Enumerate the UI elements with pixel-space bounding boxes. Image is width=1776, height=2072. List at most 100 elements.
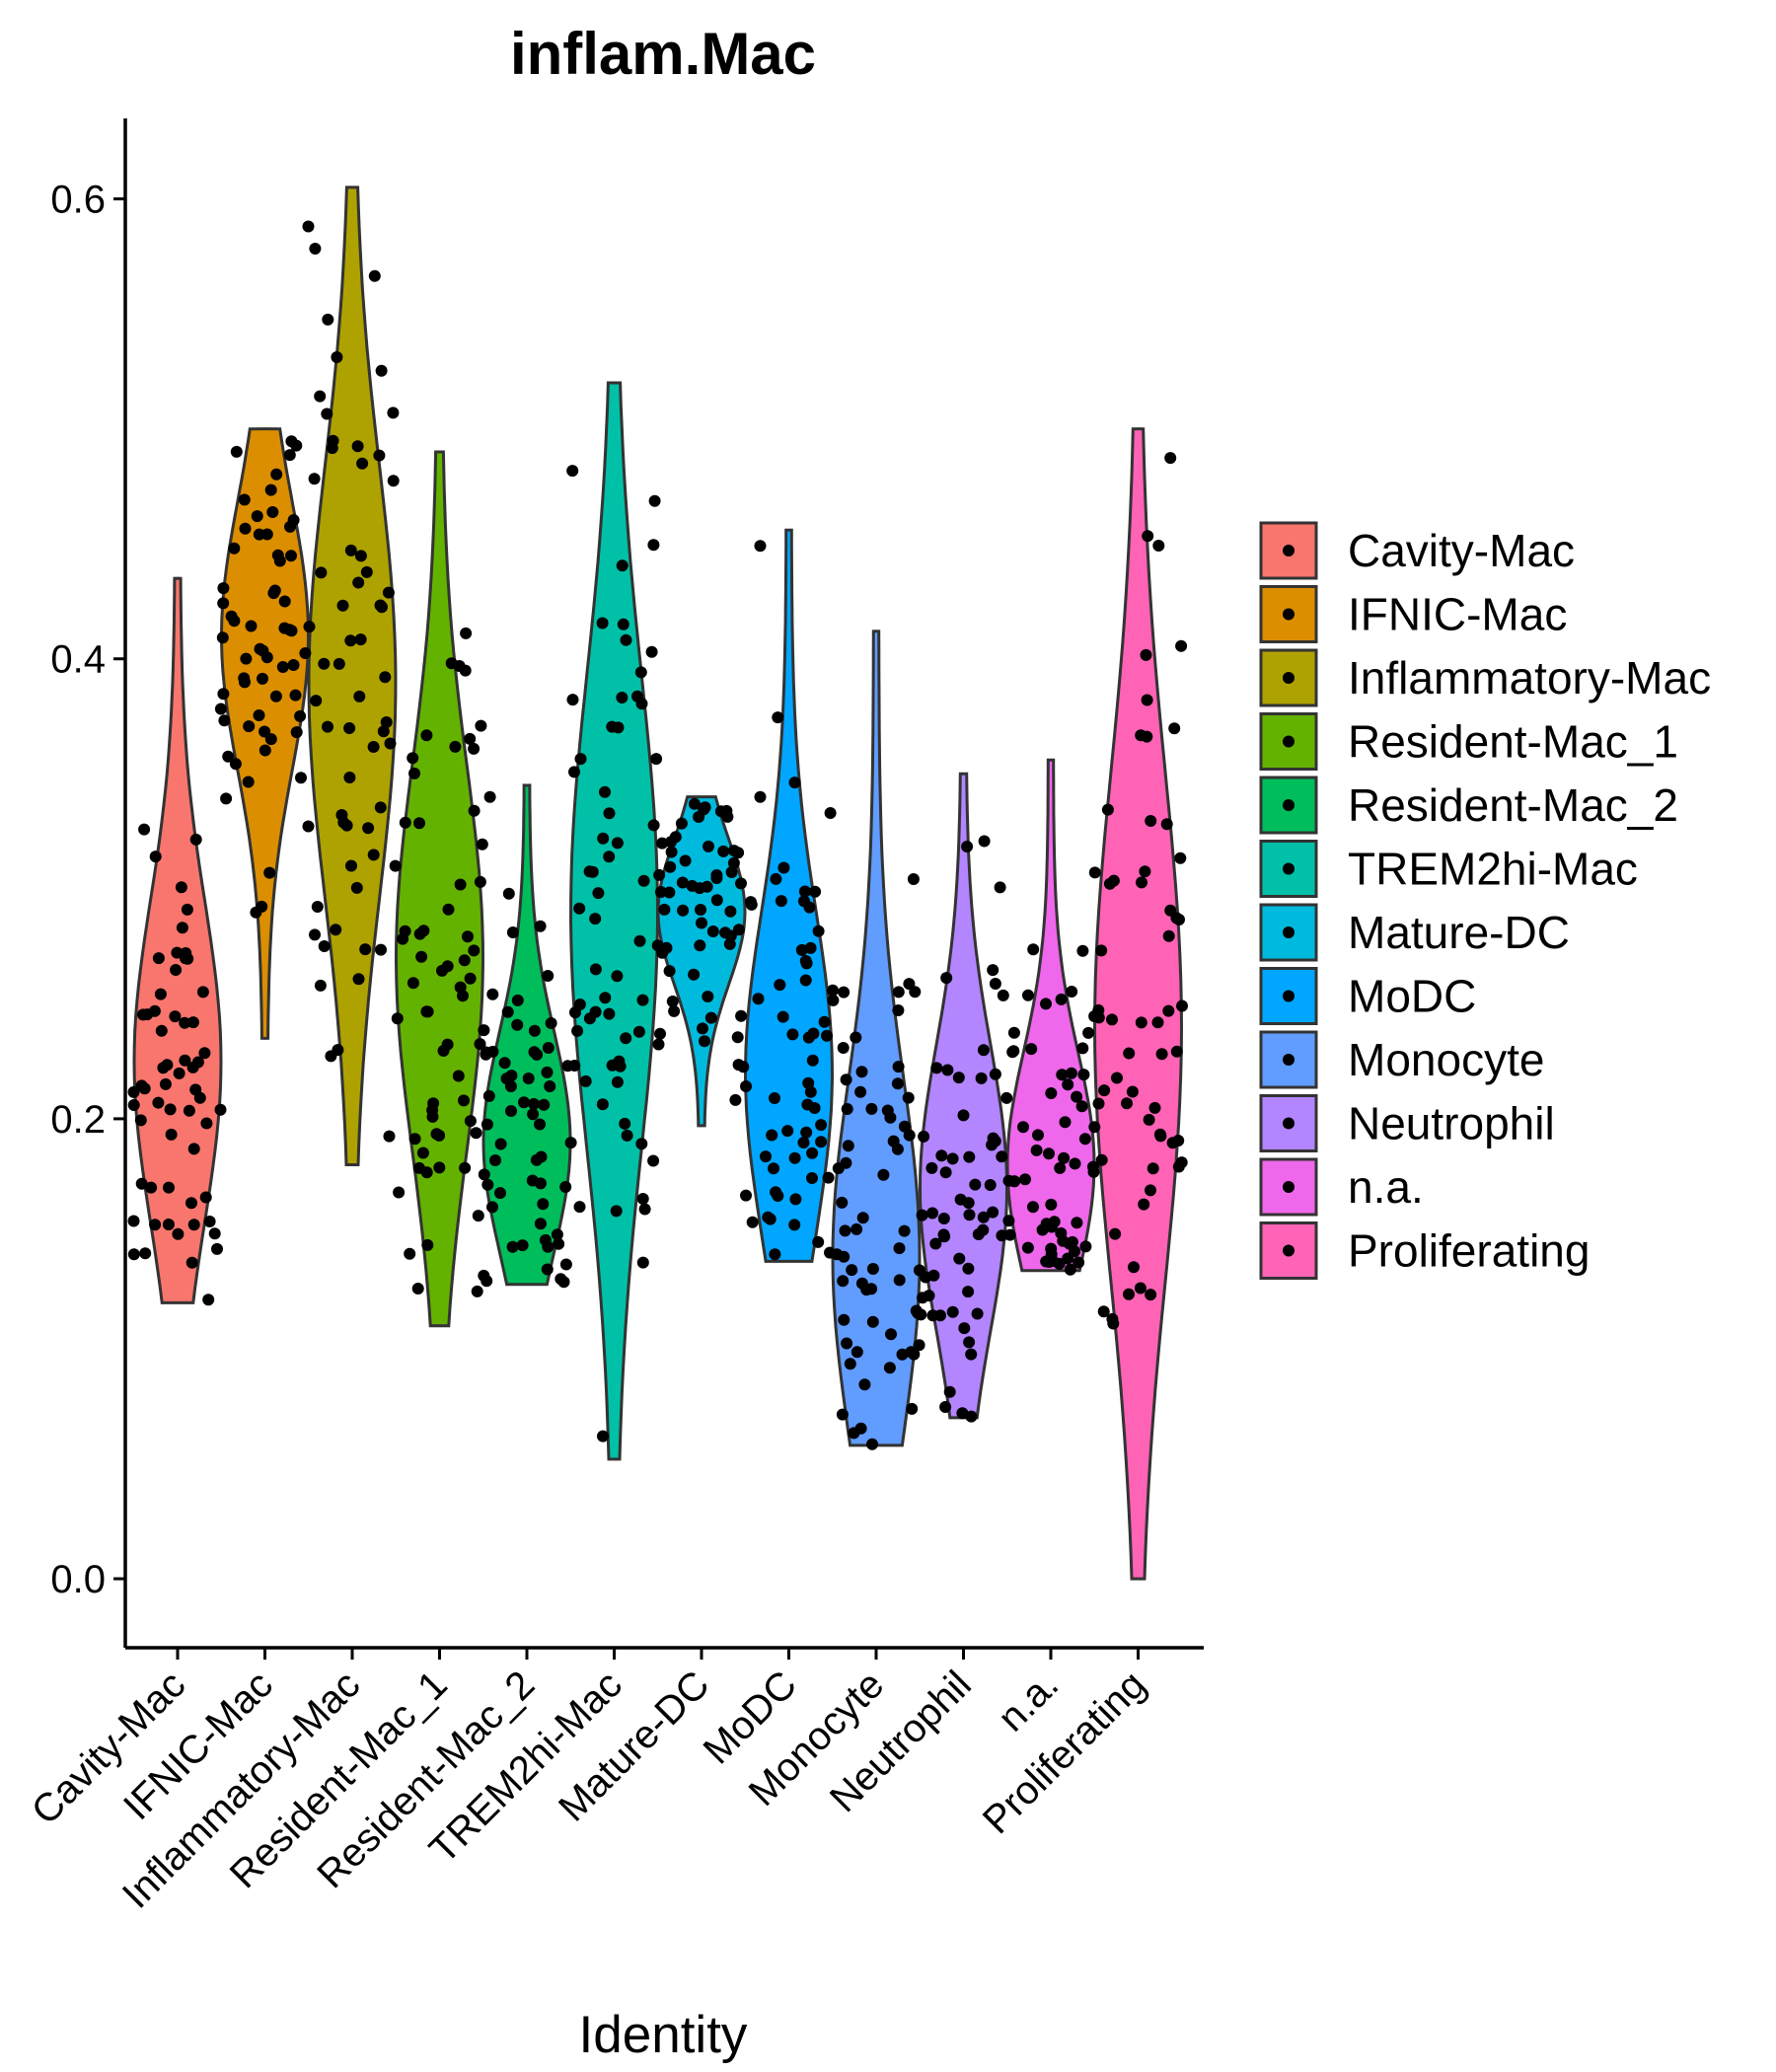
point-inflammatory-mac bbox=[302, 220, 315, 233]
point-inflammatory-mac bbox=[380, 716, 393, 728]
point-ifnic-mac bbox=[228, 615, 241, 628]
point-neutrophil bbox=[929, 1237, 942, 1250]
point-neutrophil bbox=[941, 1064, 954, 1076]
point-resident-mac-2 bbox=[481, 1118, 493, 1131]
point-cavity-mac bbox=[171, 946, 184, 959]
point-resident-mac-1 bbox=[415, 950, 428, 963]
point-modc bbox=[800, 1126, 813, 1139]
point-proliferating bbox=[1095, 1153, 1108, 1166]
point-proliferating bbox=[1126, 1085, 1139, 1098]
point-n-a bbox=[1066, 1235, 1078, 1248]
point-resident-mac-1 bbox=[462, 930, 474, 943]
point-ifnic-mac bbox=[269, 690, 282, 703]
point-modc bbox=[824, 807, 837, 819]
point-neutrophil bbox=[946, 1305, 959, 1318]
point-resident-mac-2 bbox=[559, 1258, 572, 1271]
point-mature-dc bbox=[663, 965, 676, 978]
point-n-a bbox=[1078, 1133, 1091, 1146]
point-trem2hi-mac bbox=[574, 753, 587, 766]
point-proliferating bbox=[1136, 876, 1147, 889]
point-cavity-mac bbox=[189, 1083, 202, 1096]
point-modc bbox=[788, 1219, 801, 1231]
point-n-a bbox=[1065, 1067, 1077, 1079]
point-resident-mac-1 bbox=[413, 817, 425, 830]
point-neutrophil bbox=[996, 1150, 1008, 1163]
point-mature-dc bbox=[699, 801, 711, 814]
point-monocyte bbox=[902, 1091, 915, 1104]
point-n-a bbox=[1079, 1240, 1092, 1253]
point-cavity-mac bbox=[191, 1056, 204, 1069]
point-ifnic-mac bbox=[257, 672, 268, 685]
point-mature-dc bbox=[717, 845, 730, 857]
point-neutrophil bbox=[963, 1150, 976, 1163]
point-n-a bbox=[1062, 1078, 1074, 1091]
point-inflammatory-mac bbox=[379, 671, 392, 684]
point-monocyte bbox=[837, 1275, 850, 1288]
point-modc bbox=[777, 861, 790, 874]
point-monocyte bbox=[850, 1031, 862, 1044]
point-proliferating bbox=[1170, 912, 1183, 925]
point-cavity-mac bbox=[181, 903, 193, 916]
point-n-a bbox=[1076, 1042, 1089, 1055]
point-ifnic-mac bbox=[290, 439, 303, 452]
point-resident-mac-2 bbox=[506, 926, 519, 938]
point-proliferating bbox=[1175, 1156, 1188, 1169]
point-trem2hi-mac bbox=[579, 1074, 592, 1087]
point-cavity-mac bbox=[202, 1294, 215, 1306]
point-inflammatory-mac bbox=[308, 473, 321, 485]
legend-item-resident-mac-2: Resident-Mac_2 bbox=[1259, 776, 1678, 835]
point-proliferating bbox=[1088, 1121, 1101, 1134]
point-neutrophil bbox=[939, 1401, 952, 1413]
point-modc bbox=[797, 1137, 810, 1148]
point-inflammatory-mac bbox=[315, 566, 328, 579]
legend-point-icon bbox=[1283, 862, 1295, 875]
point-n-a bbox=[1066, 986, 1078, 998]
point-inflammatory-mac bbox=[373, 449, 386, 462]
point-trem2hi-mac bbox=[568, 766, 580, 778]
point-resident-mac-1 bbox=[417, 925, 430, 937]
point-n-a bbox=[1056, 1069, 1069, 1081]
point-n-a bbox=[1040, 998, 1052, 1010]
point-inflammatory-mac bbox=[360, 565, 373, 578]
point-monocyte bbox=[855, 1277, 868, 1290]
point-modc bbox=[752, 993, 765, 1005]
point-inflammatory-mac bbox=[353, 690, 366, 703]
legend-point-icon bbox=[1283, 735, 1295, 748]
point-proliferating bbox=[1172, 1135, 1185, 1147]
point-neutrophil bbox=[987, 1206, 999, 1219]
point-resident-mac-2 bbox=[542, 1042, 555, 1054]
point-monocyte bbox=[851, 1222, 863, 1235]
point-inflammatory-mac bbox=[374, 801, 387, 814]
point-resident-mac-1 bbox=[474, 875, 486, 888]
legend-point-icon bbox=[1283, 672, 1295, 684]
point-mature-dc bbox=[735, 1009, 748, 1022]
point-inflammatory-mac bbox=[377, 725, 390, 738]
point-ifnic-mac bbox=[253, 709, 265, 721]
point-mature-dc bbox=[699, 1035, 710, 1048]
point-resident-mac-1 bbox=[464, 732, 477, 745]
legend-label: Proliferating bbox=[1348, 1225, 1590, 1277]
point-mature-dc bbox=[732, 924, 745, 936]
point-ifnic-mac bbox=[229, 758, 242, 771]
point-n-a bbox=[1017, 1121, 1029, 1134]
legend-item-cavity-mac: Cavity-Mac bbox=[1259, 521, 1575, 580]
point-resident-mac-1 bbox=[420, 1166, 433, 1179]
point-ifnic-mac bbox=[251, 510, 263, 523]
point-cavity-mac bbox=[152, 952, 165, 965]
point-trem2hi-mac bbox=[650, 753, 663, 766]
point-trem2hi-mac bbox=[635, 1138, 648, 1150]
point-neutrophil bbox=[978, 835, 991, 848]
point-modc bbox=[802, 1076, 815, 1089]
point-neutrophil bbox=[925, 1161, 938, 1174]
point-proliferating bbox=[1140, 648, 1152, 661]
point-modc bbox=[827, 994, 840, 1006]
legend-swatch bbox=[1259, 585, 1318, 643]
violin-proliferating bbox=[1092, 427, 1184, 1581]
point-proliferating bbox=[1147, 1162, 1159, 1175]
legend-label: n.a. bbox=[1348, 1161, 1424, 1213]
point-resident-mac-1 bbox=[411, 1283, 424, 1295]
point-proliferating bbox=[1160, 818, 1173, 831]
point-resident-mac-2 bbox=[478, 1168, 490, 1181]
point-monocyte bbox=[866, 1315, 879, 1328]
point-monocyte bbox=[838, 986, 851, 999]
